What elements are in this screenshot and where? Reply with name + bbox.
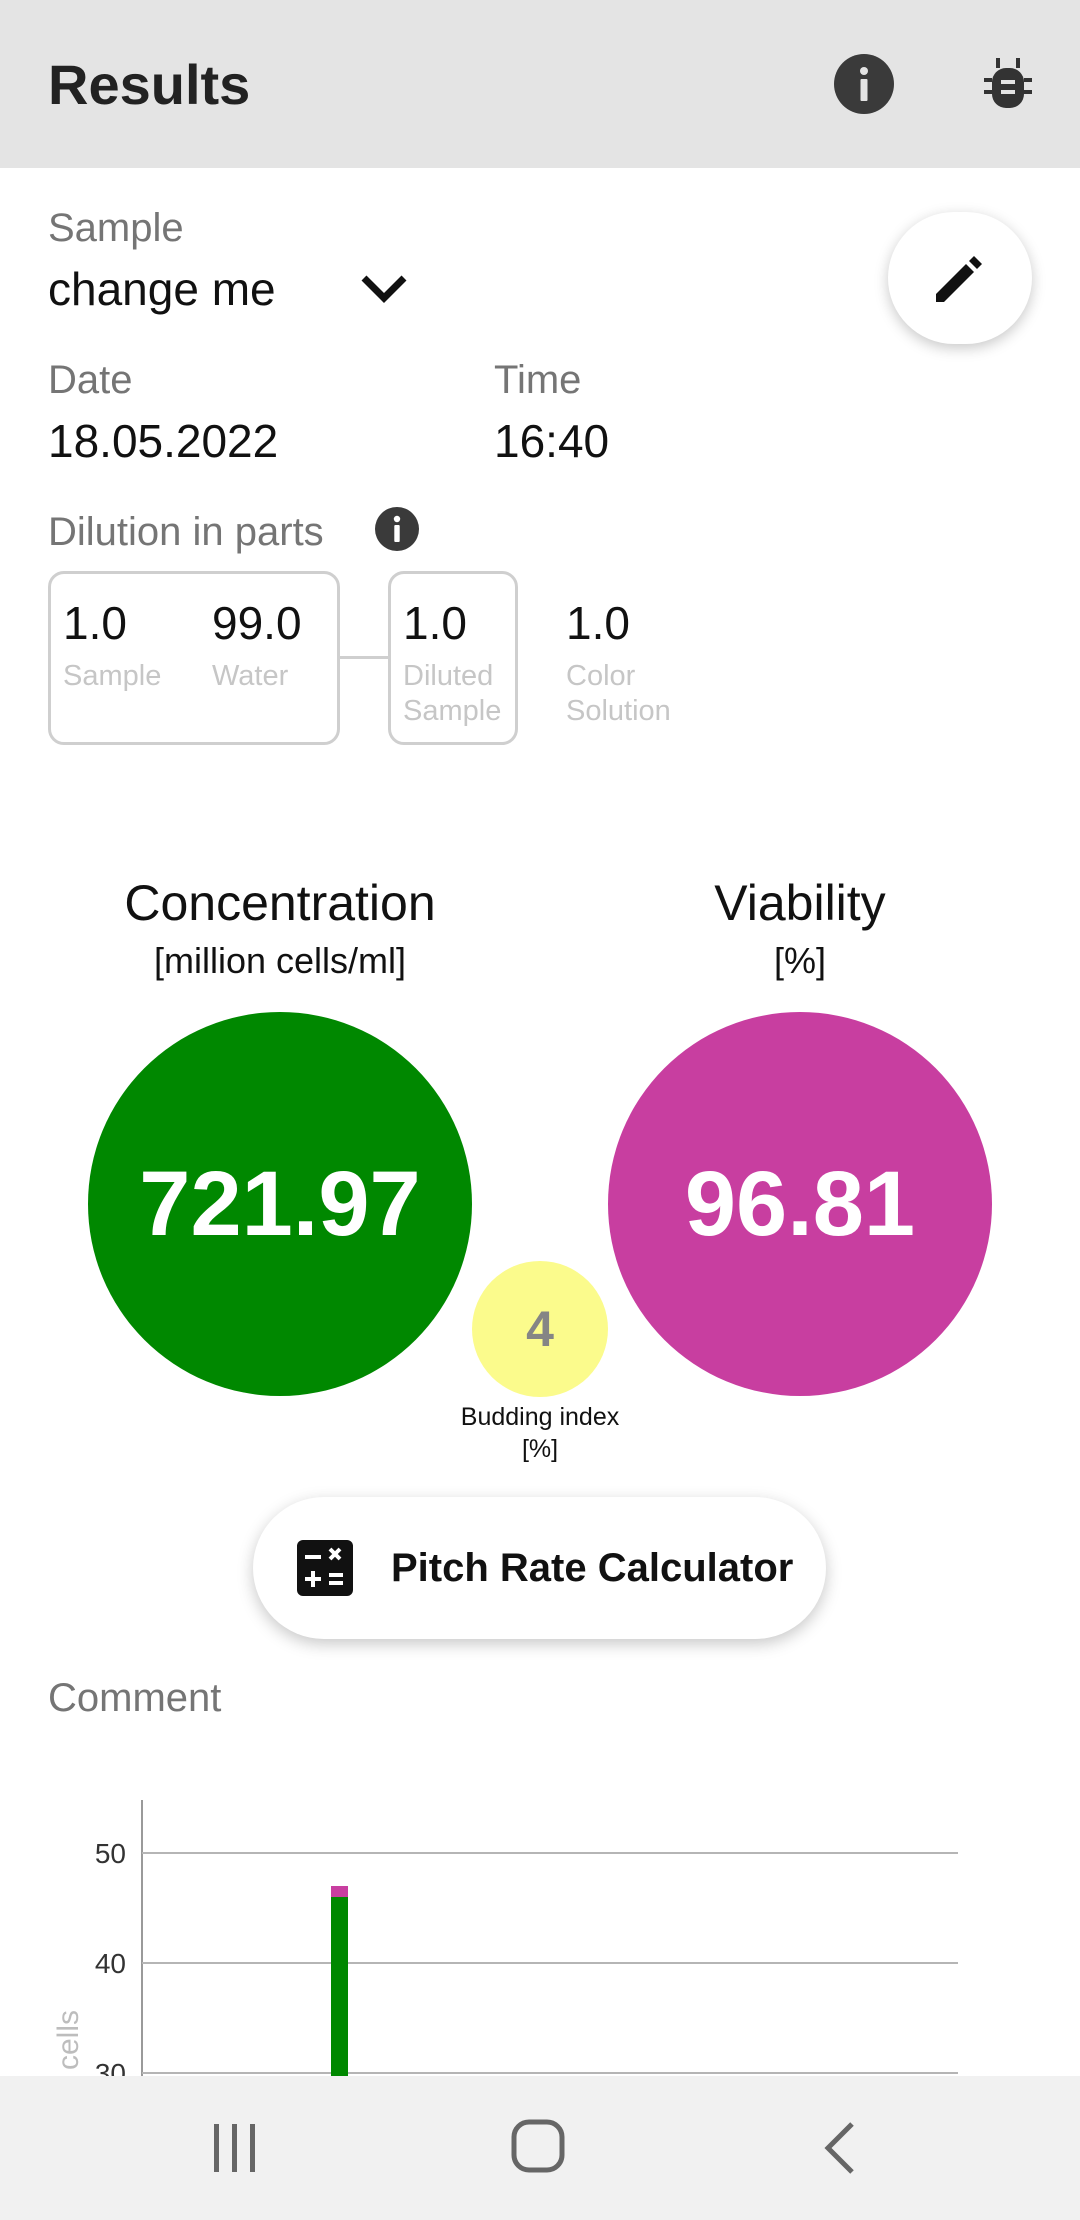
sample-label: Sample [48, 206, 184, 250]
viability-circle: 96.81 [608, 1012, 992, 1396]
comment-label[interactable]: Comment [48, 1676, 222, 1720]
bar-chart: 50 40 30 cells [52, 1800, 958, 2076]
y-tick-label: 50 [95, 1838, 126, 1869]
y-axis-label: cells [52, 2010, 85, 2070]
recent-apps-icon[interactable] [210, 2122, 260, 2174]
page-title: Results [48, 53, 251, 116]
y-tick-label: 40 [95, 1948, 126, 1979]
concentration-unit: [million cells/ml] [153, 940, 407, 981]
calculator-icon [297, 1540, 353, 1596]
diluted-sample-box[interactable] [388, 571, 518, 745]
app-bar: Results [0, 0, 1080, 168]
back-icon[interactable] [820, 2120, 860, 2176]
dilution-color-value[interactable]: 1.0 [566, 597, 630, 649]
dilution-diluted-value: 1.0 [403, 597, 467, 649]
budding-index-circle: 4 [472, 1261, 608, 1397]
info-icon[interactable] [832, 52, 896, 116]
dilution-label: Dilution in parts [48, 510, 324, 554]
budding-index-label: Budding index [%] [460, 1403, 620, 1463]
viability-title: Viability [714, 875, 886, 931]
dilution-sample-value: 1.0 [63, 597, 127, 649]
dilution-info-icon[interactable] [374, 506, 420, 552]
bar-segment [331, 1897, 348, 2076]
dilution-connector [340, 656, 388, 659]
concentration-title: Concentration [124, 875, 436, 931]
dilution-sample-label: Sample [63, 660, 162, 692]
sample-water-box[interactable] [48, 571, 340, 745]
dilution-diluted-label: Diluted Sample [403, 660, 502, 727]
time-label: Time [494, 358, 582, 402]
dilution-water-value: 99.0 [212, 597, 302, 649]
concentration-circle: 721.97 [88, 1012, 472, 1396]
chevron-down-icon[interactable] [356, 268, 412, 308]
date-value: 18.05.2022 [48, 415, 279, 467]
system-nav-bar [0, 2076, 1080, 2220]
y-tick-label: 30 [95, 2058, 126, 2076]
viability-unit: [%] [773, 940, 826, 981]
edit-button[interactable] [888, 212, 1032, 344]
pitch-rate-calculator-button[interactable]: Pitch Rate Calculator [253, 1497, 826, 1639]
date-label: Date [48, 358, 133, 402]
pitch-rate-calculator-label: Pitch Rate Calculator [391, 1545, 794, 1590]
time-value: 16:40 [494, 415, 610, 467]
home-icon[interactable] [510, 2118, 566, 2174]
bar-segment [331, 1886, 348, 1897]
pencil-icon [936, 256, 982, 302]
bug-icon[interactable] [980, 54, 1036, 114]
dilution-water-label: Water [212, 660, 289, 692]
sample-value[interactable]: change me [48, 263, 276, 315]
dilution-color-label: Color Solution [566, 660, 671, 727]
